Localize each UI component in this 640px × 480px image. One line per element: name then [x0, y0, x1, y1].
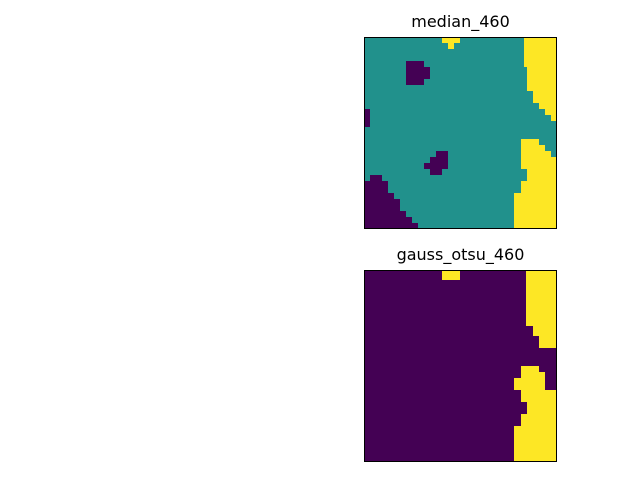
panel-title-gauss-otsu: gauss_otsu_460: [396, 245, 525, 264]
panel-title-median: median_460: [411, 12, 510, 31]
axes-frame: [364, 37, 557, 229]
gauss-otsu-segmentation-image: [364, 270, 557, 462]
median-segmentation-image: [364, 37, 557, 229]
axes-frame: [364, 270, 557, 462]
